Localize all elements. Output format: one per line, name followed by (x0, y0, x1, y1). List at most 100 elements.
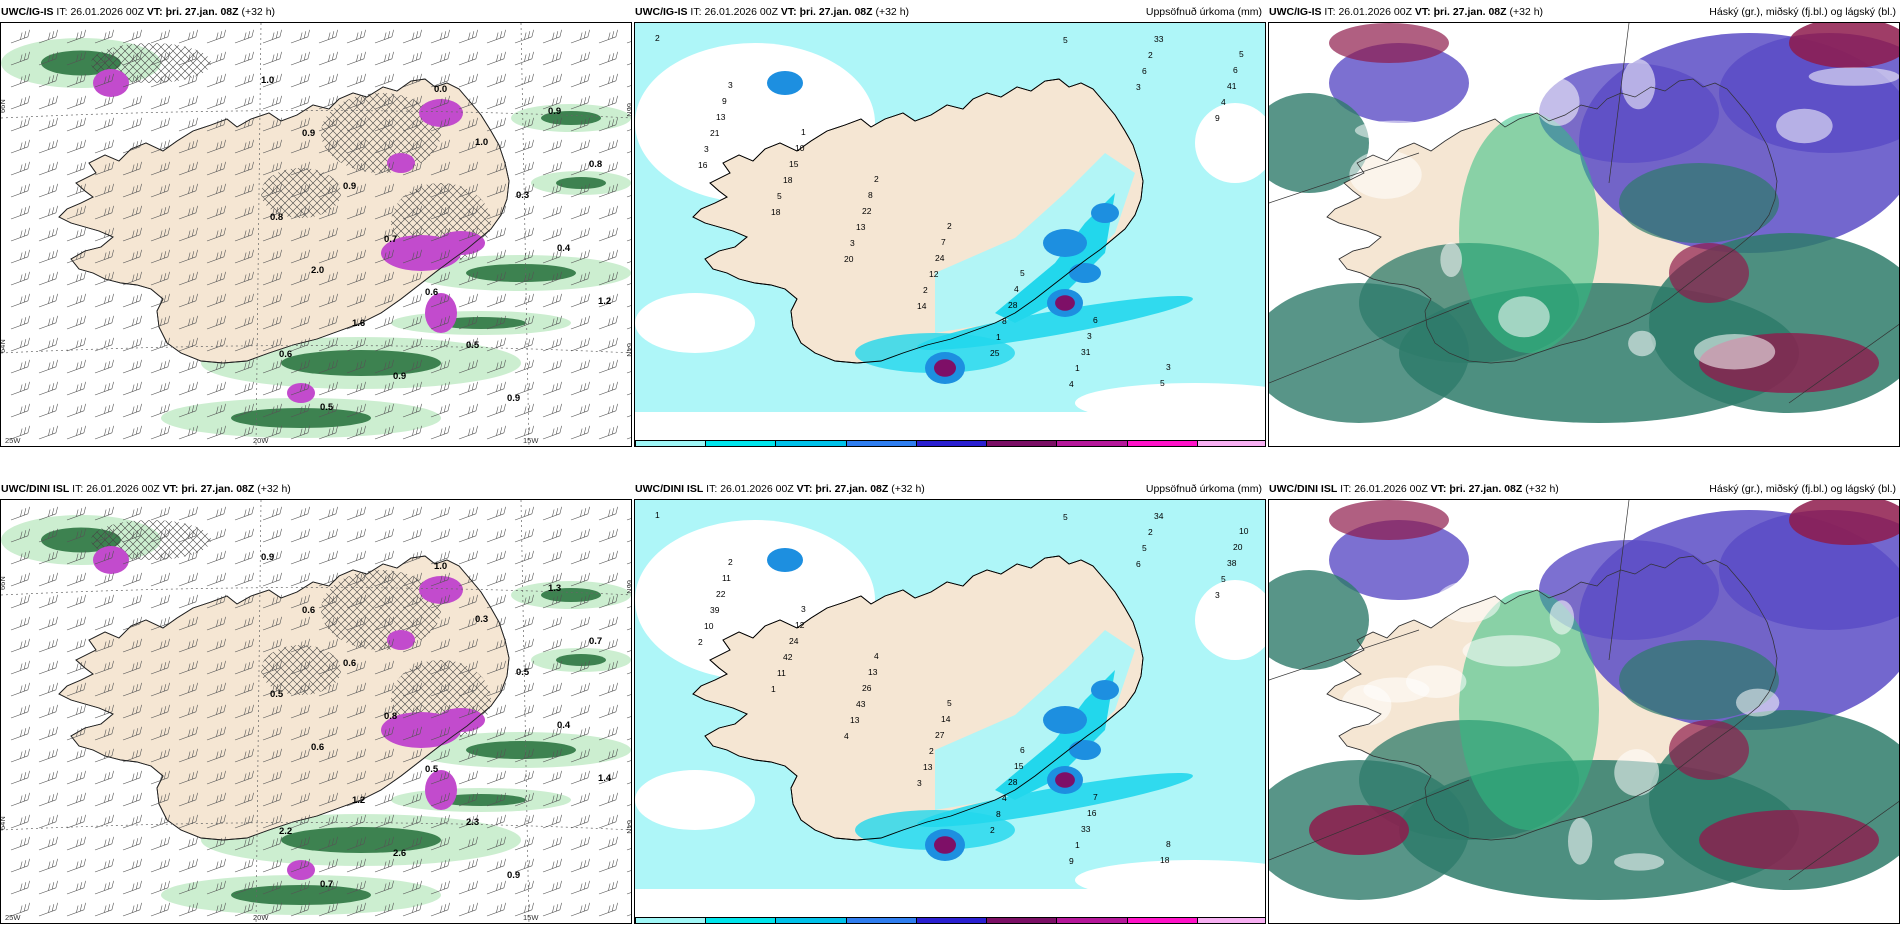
colorbar-swatch (986, 917, 1057, 923)
latitude-label: 64N (625, 343, 632, 357)
precip-value-label: 12 (795, 620, 805, 630)
precip-value-label: 20 (844, 254, 854, 264)
colorbar-swatch (986, 440, 1057, 446)
precip-type-area (437, 708, 485, 732)
precip-value-label: 4 (1221, 97, 1226, 107)
precip-value-label: 5 (1063, 35, 1068, 45)
header-vt: þri. 27.jan. 08Z (165, 6, 239, 18)
precip-value-label: 6 (1136, 559, 1141, 569)
precip-value-label: 3 (801, 604, 806, 614)
rain-rate-label: 0.8 (384, 711, 397, 722)
precip-value-label: 5 (1020, 268, 1025, 278)
cloud-layer-area (1329, 500, 1449, 540)
precip-value-label: 5 (1142, 543, 1147, 553)
panel-header: UWC/DINI ISL IT: 26.01.2026 00Z VT: þri.… (1268, 477, 1900, 499)
precip-value-label: 2 (655, 33, 660, 43)
rain-rate-label: 0.9 (393, 371, 406, 382)
map-canvas (1269, 500, 1899, 923)
rain-rate-label: 1.0 (434, 561, 447, 572)
precip-value-label: 6 (1142, 66, 1147, 76)
precip-value-label: 16 (1087, 808, 1097, 818)
rain-rate-label: 2.3 (466, 817, 479, 828)
cloud-layer-area (1329, 43, 1469, 123)
precip-value-label: 3 (1136, 82, 1141, 92)
precip-value-label: 7 (941, 237, 946, 247)
header-model: UWC/IG-IS (1, 6, 54, 18)
panel-run-info: UWC/DINI ISL IT: 26.01.2026 00Z VT: þri.… (635, 483, 925, 495)
panel-header: UWC/DINI ISL IT: 26.01.2026 00Z VT: þri.… (0, 477, 632, 499)
precip-value-label: 3 (1087, 331, 1092, 341)
colorbar-swatch (775, 440, 846, 446)
precip-value-label: 38 (1227, 558, 1237, 568)
precip-value-label: 18 (1160, 855, 1170, 865)
precip-value-label: 3 (1166, 362, 1171, 372)
map-area: 1.0 0.9 0.9 0.7 0.6 0.5 0.9 0.9 0.8 0.8 2.0 1.6 0.9 0… (0, 22, 632, 447)
longitude-label: 15W (523, 913, 539, 922)
precip-value-label: 6 (1093, 315, 1098, 325)
precip-value-label: 2 (1148, 50, 1153, 60)
precip-type-area (287, 860, 315, 880)
precip-value-label: 11 (777, 668, 786, 678)
precip-value-label: 18 (771, 207, 781, 217)
colorbar-swatch (1056, 440, 1127, 446)
rain-rate-label: 0.6 (279, 349, 292, 360)
precip-value-label: 33 (1081, 824, 1091, 834)
precip-value-label: 5 (947, 698, 952, 708)
precip-value-label: 24 (935, 253, 945, 263)
cloud-layer-area (1789, 500, 1899, 545)
precip-value-label: 1 (1075, 840, 1080, 850)
colorbar-swatch (775, 917, 846, 923)
cloud-layer-area (1539, 63, 1719, 163)
precip-value-label: 20 (1233, 542, 1243, 552)
precip-type-area (287, 383, 315, 403)
precip-value-label: 3 (1215, 590, 1220, 600)
precip-value-label: 9 (1215, 113, 1220, 123)
precip-value-label: 10 (795, 143, 805, 153)
latitude-label: 66N (625, 580, 632, 594)
precip-value-label: 26 (862, 683, 872, 693)
precip-value-label: 1 (1075, 363, 1080, 373)
header-vt-label: VT: (780, 6, 797, 18)
header-lead: (+32 h) (891, 483, 925, 495)
precip-value-label: 5 (1239, 49, 1244, 59)
precip-value-label: 3 (850, 238, 855, 248)
map-canvas: 2312256359108743561315222428313341211813… (635, 23, 1265, 412)
precip-value-label: 24 (789, 636, 799, 646)
panel-header: UWC/IG-IS IT: 26.01.2026 00Z VT: þri. 27… (0, 0, 632, 22)
header-it: 26.01.2026 00Z (704, 6, 778, 18)
precip-value-label: 43 (856, 699, 866, 709)
header-vt-label: VT: (1414, 6, 1431, 18)
precip-value-label: 15 (789, 159, 799, 169)
precip-value-label: 4 (1014, 284, 1019, 294)
cloud-layer-area (1669, 243, 1749, 303)
longitude-label: 20W (253, 913, 269, 922)
panel-field-title: Uppsöfnuð úrkoma (mm) (1145, 6, 1262, 18)
header-vt: þri. 27.jan. 08Z (1449, 483, 1523, 495)
precip-value-label: 27 (935, 730, 945, 740)
colorbar-swatch (1196, 917, 1265, 923)
panel-run-info: UWC/DINI ISL IT: 26.01.2026 00Z VT: þri.… (1, 483, 291, 495)
rain-rate-label: 1.4 (598, 773, 612, 784)
map-area (1268, 22, 1900, 447)
precip-value-label: 5 (777, 191, 782, 201)
precip-colorbar: 110255075100150200400 (635, 434, 1265, 446)
colorbar-swatch (845, 440, 916, 446)
rain-rate-label: 0.8 (589, 159, 602, 170)
rain-rate-label: 1.2 (598, 296, 611, 307)
precip-value-label: 10 (704, 621, 714, 631)
header-lead: (+32 h) (1525, 483, 1559, 495)
precip-value-label: 11 (722, 573, 731, 583)
colorbar-swatch (845, 917, 916, 923)
precip-value-label: 7 (1093, 792, 1098, 802)
precip-value-label: 13 (850, 715, 860, 725)
header-model: UWC/IG-IS (1269, 6, 1322, 18)
header-vt: þri. 27.jan. 08Z (1433, 6, 1507, 18)
rain-rate-label: 1.6 (352, 318, 365, 329)
precip-value-label: 9 (722, 96, 727, 106)
precip-type-area (93, 546, 129, 574)
rain-rate-label: 0.7 (384, 234, 397, 245)
cloud-layer-area (1539, 540, 1719, 640)
panel-field-title: Háský (gr.), miðský (fj.bl.) og lágský (… (1709, 6, 1896, 18)
panel-header: UWC/IG-IS IT: 26.01.2026 00Z VT: þri. 27… (634, 0, 1266, 22)
header-lead: (+32 h) (875, 6, 910, 18)
